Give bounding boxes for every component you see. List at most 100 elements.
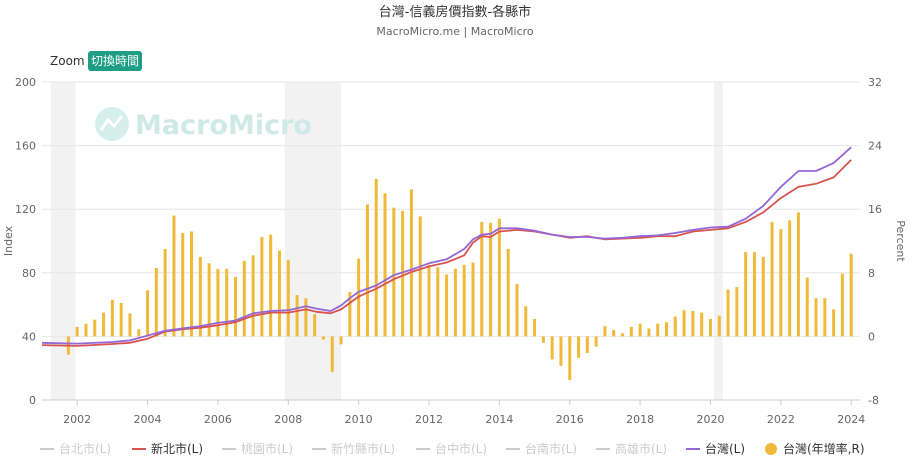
bar-yoy-12: [172, 215, 176, 337]
right-axis-title: Percent: [894, 220, 907, 262]
bar-yoy-32: [348, 291, 352, 337]
watermark-text: MacroMicro: [135, 110, 312, 141]
bar-yoy-58: [577, 336, 581, 358]
legend-item-5[interactable]: 台南市(L): [506, 441, 577, 456]
legend-label: 新北市(L): [151, 441, 203, 456]
bar-yoy-22: [260, 237, 264, 337]
left-tick-label-3: 120: [15, 203, 36, 216]
bar-yoy-35: [374, 178, 378, 337]
bar-yoy-51: [515, 283, 519, 337]
line-series: [41, 146, 852, 347]
left-tick-label-5: 200: [15, 76, 36, 89]
x-tick-label-3: 2008: [274, 413, 302, 426]
bar-yoy-1: [75, 326, 79, 337]
bar-yoy-61: [603, 326, 607, 337]
bar-yoy-23: [269, 234, 273, 337]
bar-yoy-62: [612, 330, 616, 337]
legend-item-4[interactable]: 台中市(L): [416, 441, 487, 456]
bar-yoy-89: [849, 253, 853, 337]
bar-yoy-15: [198, 256, 202, 337]
bar-yoy-37: [392, 207, 396, 337]
legend-label: 台灣(L): [705, 441, 745, 456]
bar-yoy-17: [216, 268, 220, 337]
legend-label: 台灣(年增率,R): [783, 441, 865, 456]
bar-yoy-19: [234, 276, 238, 337]
legend-label: 新竹縣市(L): [331, 441, 395, 456]
bar-yoy-76: [735, 287, 739, 337]
bar-yoy-82: [788, 220, 792, 337]
bar-yoy-49: [497, 218, 501, 337]
bar-yoy-36: [383, 193, 387, 337]
bar-yoy-43: [445, 274, 449, 337]
bar-yoy-80: [770, 221, 774, 337]
line-series-1: [41, 146, 852, 345]
bar-yoy-50: [506, 248, 510, 337]
bar-yoy-55: [550, 336, 554, 360]
bar-yoy-70: [682, 310, 686, 337]
zoom-toggle-button-label[interactable]: 切換時間: [91, 54, 139, 68]
legend-label: 高雄市(L): [615, 441, 667, 456]
bar-yoy-60: [594, 336, 598, 347]
bar-yoy-3: [93, 319, 97, 337]
bar-yoy-85: [814, 298, 818, 337]
zoom-toggle-button[interactable]: 切換時間: [88, 51, 142, 71]
bar-yoy-5: [110, 299, 114, 337]
bar-yoy-56: [559, 336, 563, 366]
watermark-trend-icon: [99, 115, 124, 131]
bar-yoy-79: [761, 256, 765, 337]
bar-yoy-28: [313, 314, 317, 337]
legend-item-1[interactable]: 新北市(L): [132, 441, 203, 456]
bar-yoy-54: [541, 336, 545, 343]
x-tick-label-8: 2018: [626, 413, 654, 426]
bar-yoy-67: [656, 323, 660, 337]
bar-yoy-39: [409, 189, 413, 337]
left-tick-label-1: 40: [22, 330, 36, 343]
bar-yoy-14: [190, 231, 194, 337]
shaded-band-2: [713, 82, 723, 400]
x-tick-label-4: 2010: [345, 413, 373, 426]
legend: 台北市(L) 新北市(L) 桃園市(L) 新竹縣市(L) 台中市(L) 台南市(L) 高雄市…: [40, 441, 865, 456]
bar-yoy-38: [401, 210, 405, 337]
bar-yoy-53: [533, 318, 537, 337]
legend-item-0[interactable]: 台北市(L): [40, 441, 111, 456]
zoom-control: Zoom 切換時間: [50, 51, 142, 71]
bar-yoy-88: [840, 273, 844, 337]
bar-yoy-75: [726, 289, 730, 337]
right-tick-label-0: -8: [868, 394, 879, 407]
legend-item-7[interactable]: 台灣(L): [686, 441, 745, 456]
bar-yoy-42: [436, 267, 440, 337]
legend-item-2[interactable]: 桃園市(L): [222, 441, 293, 456]
bar-yoy-57: [568, 336, 572, 381]
zoom-toggle-button-bg[interactable]: [88, 51, 142, 71]
bar-yoy-74: [717, 315, 721, 337]
bar-yoy-66: [647, 328, 651, 337]
left-tick-label-4: 160: [15, 140, 36, 153]
bar-yoy-4: [102, 312, 106, 337]
x-tick-label-6: 2014: [485, 413, 513, 426]
x-tick-label-2: 2006: [204, 413, 232, 426]
bar-yoy-41: [427, 264, 431, 337]
bar-yoy-69: [673, 316, 677, 337]
right-tick-label-4: 24: [868, 140, 882, 153]
bar-yoy-30: [330, 336, 334, 373]
bar-yoy-24: [277, 250, 281, 337]
bar-yoy-71: [691, 310, 695, 337]
legend-label: 桃園市(L): [241, 441, 293, 456]
left-axis-title: Index: [2, 225, 15, 256]
bar-yoy-83: [796, 212, 800, 337]
chart-title: 台灣-信義房價指數-各縣市: [379, 4, 531, 20]
bar-yoy-65: [638, 323, 642, 337]
legend-item-6[interactable]: 高雄市(L): [596, 441, 667, 456]
bar-yoy-7: [128, 313, 132, 337]
legend-label: 台北市(L): [59, 441, 111, 456]
legend-label: 台中市(L): [435, 441, 487, 456]
bar-yoy-68: [664, 322, 668, 337]
bar-yoy-20: [242, 260, 246, 337]
legend-item-8[interactable]: 台灣(年增率,R): [765, 441, 865, 456]
bar-yoy-11: [163, 248, 167, 337]
bar-yoy-26: [295, 295, 299, 337]
bar-yoy-46: [471, 262, 475, 337]
legend-item-3[interactable]: 新竹縣市(L): [312, 441, 395, 456]
